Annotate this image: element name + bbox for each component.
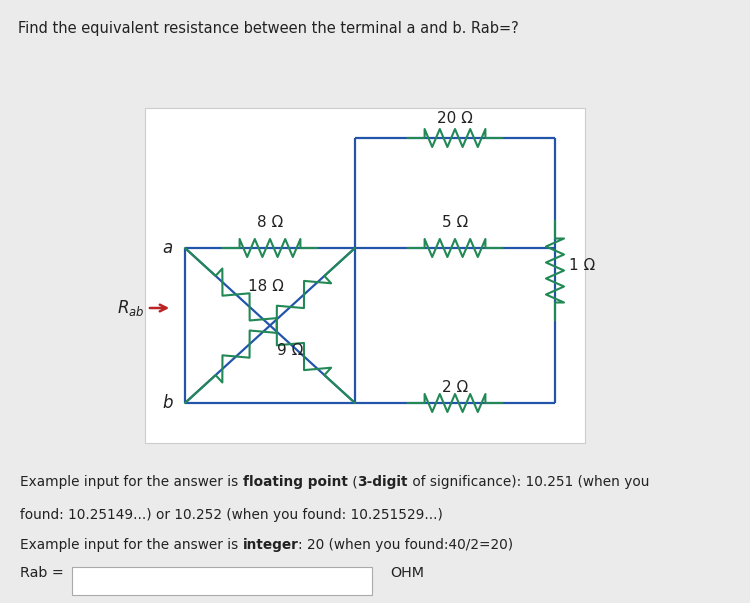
Bar bbox=[72, 567, 372, 595]
Text: floating point: floating point bbox=[243, 475, 347, 489]
Text: 2 Ω: 2 Ω bbox=[442, 380, 468, 395]
Text: Example input for the answer is: Example input for the answer is bbox=[20, 538, 243, 552]
FancyBboxPatch shape bbox=[145, 108, 585, 443]
Text: OHM: OHM bbox=[390, 566, 424, 580]
Text: found: 10.25149...) or 10.252 (when you found: 10.251529...): found: 10.25149...) or 10.252 (when you … bbox=[20, 508, 442, 522]
Text: 20 Ω: 20 Ω bbox=[437, 111, 473, 126]
Text: 5 Ω: 5 Ω bbox=[442, 215, 468, 230]
Text: 8 Ω: 8 Ω bbox=[256, 215, 284, 230]
Text: 1 Ω: 1 Ω bbox=[569, 258, 596, 273]
Text: a: a bbox=[163, 239, 173, 257]
Text: Rab =: Rab = bbox=[20, 566, 64, 580]
Text: 3-digit: 3-digit bbox=[357, 475, 408, 489]
Text: b: b bbox=[163, 394, 173, 412]
Text: : 20 (when you found:40/2=20): : 20 (when you found:40/2=20) bbox=[298, 538, 514, 552]
Text: Example input for the answer is: Example input for the answer is bbox=[20, 475, 243, 489]
Text: of significance): 10.251 (when you: of significance): 10.251 (when you bbox=[408, 475, 649, 489]
Text: (: ( bbox=[347, 475, 357, 489]
Text: $R_{ab}$: $R_{ab}$ bbox=[118, 298, 145, 318]
Text: 18 Ω: 18 Ω bbox=[248, 279, 284, 294]
Text: 9 Ω: 9 Ω bbox=[278, 343, 304, 358]
Text: integer: integer bbox=[243, 538, 298, 552]
Text: Find the equivalent resistance between the terminal a and b. Rab=?: Find the equivalent resistance between t… bbox=[18, 21, 519, 36]
